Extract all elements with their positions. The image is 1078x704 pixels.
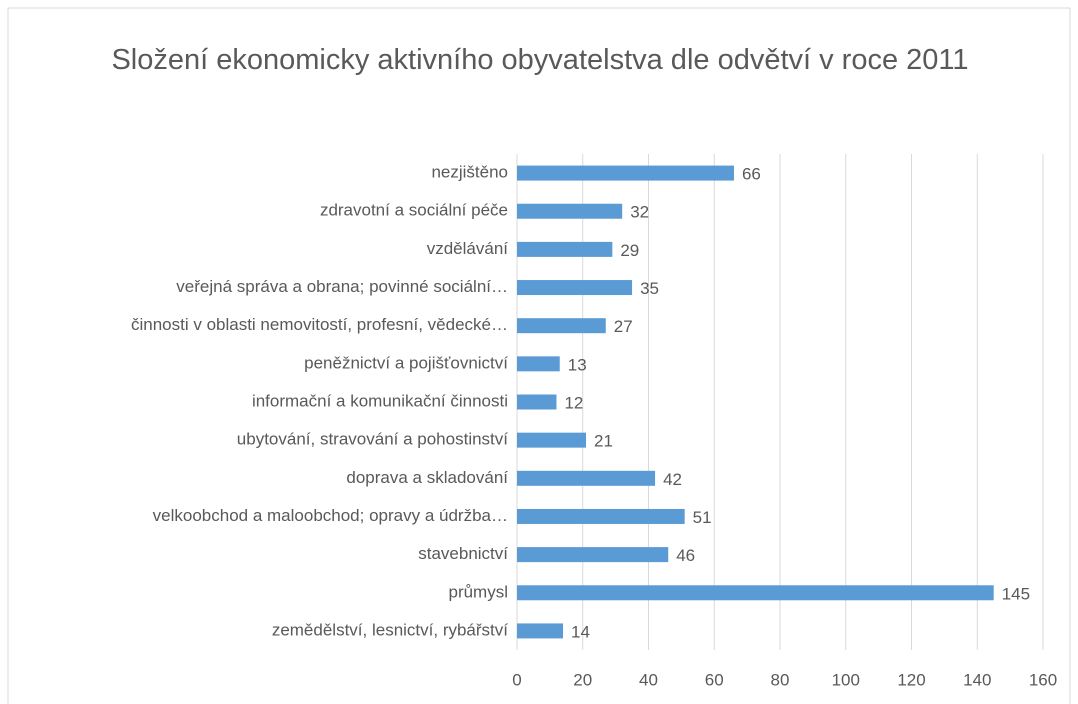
bar <box>517 356 560 372</box>
y-tick-label: zdravotní a sociální péče <box>320 201 508 220</box>
x-tick-label: 160 <box>1029 670 1057 689</box>
y-tick-label: informační a komunikační činnosti <box>252 391 508 410</box>
data-label: 66 <box>742 165 761 184</box>
data-label: 12 <box>564 393 583 412</box>
y-tick-label: zemědělství, lesnictví, rybářství <box>272 620 508 639</box>
x-tick-label: 80 <box>771 670 790 689</box>
bar <box>517 623 564 639</box>
y-tick-label: ubytování, stravování a pohostinství <box>237 430 508 449</box>
bar <box>517 394 557 410</box>
data-label: 35 <box>640 279 659 298</box>
x-tick-label: 40 <box>639 670 658 689</box>
bar <box>517 585 994 601</box>
x-tick-label: 120 <box>897 670 925 689</box>
bar <box>517 203 623 219</box>
y-tick-label: doprava a skladování <box>346 468 508 487</box>
x-tick-label: 100 <box>832 670 860 689</box>
bar <box>517 508 685 524</box>
data-label: 145 <box>1002 584 1030 603</box>
y-tick-label: veřejná správa a obrana; povinné sociáln… <box>176 277 508 296</box>
chart-title: Složení ekonomicky aktivního obyvatelstv… <box>111 44 969 76</box>
data-label: 27 <box>614 317 633 336</box>
data-label: 14 <box>571 622 590 641</box>
data-label: 42 <box>663 470 682 489</box>
bar <box>517 241 613 257</box>
bar <box>517 165 734 181</box>
data-label: 51 <box>693 508 712 527</box>
bar <box>517 432 587 448</box>
y-tick-label: peněžnictví a pojišťovnictví <box>304 353 508 372</box>
bar <box>517 318 606 334</box>
y-tick-label: nezjištěno <box>431 163 508 182</box>
data-label: 32 <box>630 203 649 222</box>
data-label: 29 <box>620 241 639 260</box>
data-label: 21 <box>594 432 613 451</box>
chart-border <box>7 7 1071 704</box>
bar <box>517 547 669 563</box>
x-tick-label: 0 <box>512 670 521 689</box>
y-tick-label: stavebnictví <box>418 544 508 563</box>
bar <box>517 470 656 486</box>
bar <box>517 280 633 296</box>
data-label: 13 <box>568 355 587 374</box>
y-tick-label: vzdělávání <box>427 239 509 258</box>
y-tick-label: průmysl <box>448 582 508 601</box>
y-tick-label: velkoobchod a maloobchod; opravy a údržb… <box>153 506 508 525</box>
y-tick-label: činnosti v oblasti nemovitostí, profesní… <box>131 315 508 334</box>
x-tick-label: 60 <box>705 670 724 689</box>
x-tick-label: 140 <box>963 670 991 689</box>
x-tick-label: 20 <box>573 670 592 689</box>
data-label: 46 <box>676 546 695 565</box>
